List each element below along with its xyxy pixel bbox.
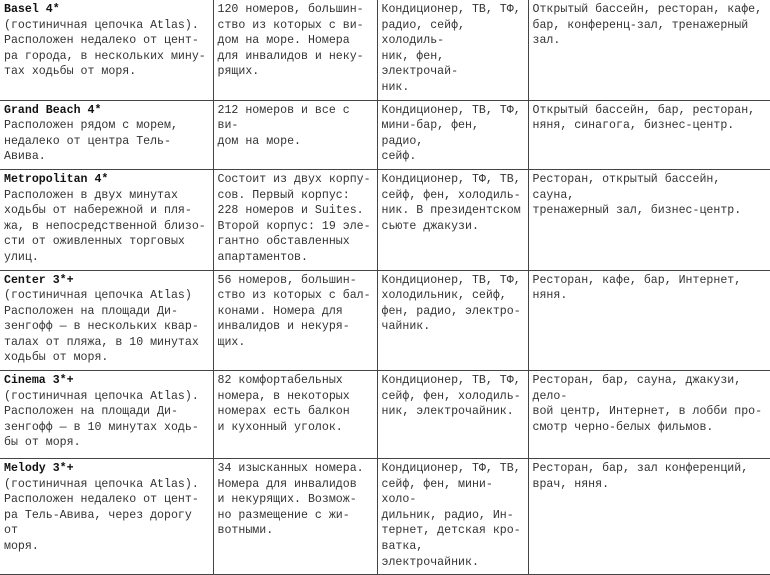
hotel-description: (гостиничная цепочка Atlas). Расположен … xyxy=(4,477,199,554)
hotel-description: (гостиничная цепочка Atlas) Расположен н… xyxy=(4,289,199,365)
facilities-cell: Ресторан, бар, сауна, джакузи, дело- вой… xyxy=(527,370,770,460)
hotel-row: Center 3*+ (гостиничная цепочка Atlas) Ра… xyxy=(0,269,770,372)
in-room-amenities-cell: Кондиционер, ТФ, ТВ, сейф, фен, мини-хол… xyxy=(376,458,529,575)
hotel-cell: Metropolitan 4* Расположен в двух минутах… xyxy=(0,168,214,271)
rooms-cell: 34 изысканных номера. Номера для инвалид… xyxy=(212,458,378,575)
hotel-cell: Center 3*+ (гостиничная цепочка Atlas) Ра… xyxy=(0,269,214,372)
in-room-amenities-cell: Кондиционер, ТВ, ТФ, холодильник, сейф, … xyxy=(376,269,529,372)
hotel-description: (гостиничная цепочка Atlas). Расположен … xyxy=(4,18,206,79)
rooms-cell: 212 номеров и все с ви- дом на море. xyxy=(212,99,378,170)
hotel-cell: Cinema 3*+ (гостиничная цепочка Atlas). Р… xyxy=(0,370,214,460)
hotel-description: Расположен в двух минутах ходьбы от набе… xyxy=(4,188,206,264)
rooms-cell: 82 комфортабельных номера, в некоторых н… xyxy=(212,370,378,460)
in-room-amenities-cell: Кондиционер, ТВ, ТФ, мини-бар, фен, ради… xyxy=(376,99,529,170)
facilities-cell: Открытый бассейн, бар, ресторан, няня, с… xyxy=(527,99,770,170)
in-room-amenities-cell: Кондиционер, ТВ, ТФ, сейф, фен, холодиль… xyxy=(376,370,529,460)
rooms-cell: 120 номеров, большин- ство из которых с … xyxy=(212,0,378,101)
hotel-name: Melody 3*+ xyxy=(4,462,74,476)
hotel-row: Metropolitan 4* Расположен в двух минутах… xyxy=(0,168,770,271)
facilities-cell: Ресторан, открытый бассейн, сауна, трена… xyxy=(527,168,770,271)
hotel-name: Cinema 3*+ xyxy=(4,374,74,388)
hotel-row: Basel 4* (гостиничная цепочка Atlas). Рас… xyxy=(0,0,770,101)
hotel-name: Metropolitan 4* xyxy=(4,172,109,186)
facilities-cell: Ресторан, бар, зал конференций, врач, ня… xyxy=(527,458,770,575)
facilities-cell: Ресторан, кафе, бар, Интернет, няня. xyxy=(527,269,770,372)
in-room-amenities-cell: Кондиционер, ТФ, ТВ, сейф, фен, холодиль… xyxy=(376,168,529,271)
in-room-amenities-cell: Кондиционер, ТВ, ТФ, радио, сейф, холоди… xyxy=(376,0,529,101)
hotel-row: Cinema 3*+ (гостиничная цепочка Atlas). Р… xyxy=(0,370,770,460)
hotel-cell: Grand Beach 4* Расположен рядом с морем, … xyxy=(0,99,214,170)
hotel-cell: Melody 3*+ (гостиничная цепочка Atlas). Р… xyxy=(0,458,214,575)
rooms-cell: 56 номеров, большин- ство из которых с б… xyxy=(212,269,378,372)
facilities-cell: Открытый бассейн, ресторан, кафе, бар, к… xyxy=(527,0,770,101)
hotel-row: Melody 3*+ (гостиничная цепочка Atlas). Р… xyxy=(0,458,770,575)
hotel-name: Grand Beach 4* xyxy=(4,103,102,117)
hotel-row: Grand Beach 4* Расположен рядом с морем, … xyxy=(0,99,770,170)
hotel-name: Basel 4* xyxy=(4,3,60,16)
rooms-cell: Состоит из двух корпу- сов. Первый корпу… xyxy=(212,168,378,271)
hotel-description: (гостиничная цепочка Atlas). Расположен … xyxy=(4,389,199,450)
hotel-description: Расположен рядом с морем, недалеко от це… xyxy=(4,119,178,164)
hotel-name: Center 3*+ xyxy=(4,273,74,287)
hotel-cell: Basel 4* (гостиничная цепочка Atlas). Рас… xyxy=(0,0,214,101)
